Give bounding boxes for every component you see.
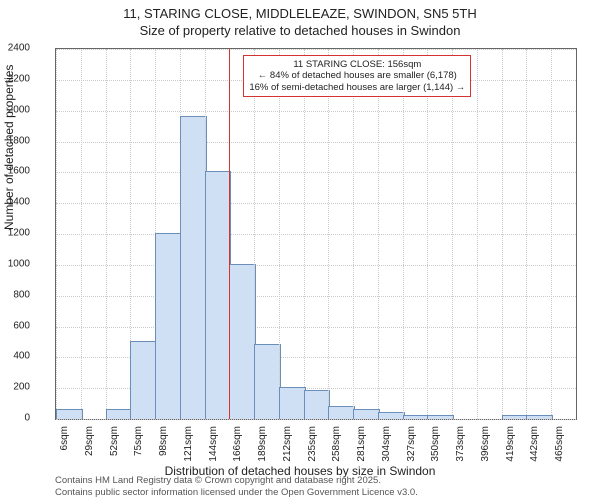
gridline-h: [56, 327, 576, 328]
histogram-bar: [180, 116, 207, 419]
xtick-label: 166sqm: [232, 426, 243, 466]
footnote-line1: Contains HM Land Registry data © Crown c…: [55, 475, 418, 486]
gridline-h: [56, 234, 576, 235]
gridline-v: [56, 49, 57, 419]
histogram-bar: [403, 415, 430, 419]
gridline-v: [502, 49, 503, 419]
gridline-h: [56, 419, 576, 420]
histogram-bar: [155, 233, 182, 419]
histogram-bar: [229, 264, 256, 419]
title-line1: 11, STARING CLOSE, MIDDLELEAZE, SWINDON,…: [0, 6, 600, 23]
xtick-label: 52sqm: [109, 426, 120, 466]
ytick-label: 2400: [0, 43, 30, 54]
xtick-label: 373sqm: [455, 426, 466, 466]
gridline-v: [106, 49, 107, 419]
gridline-v: [427, 49, 428, 419]
histogram-bar: [328, 406, 355, 419]
xtick-label: 6sqm: [59, 426, 70, 466]
histogram-bar: [254, 344, 281, 419]
xtick-label: 189sqm: [257, 426, 268, 466]
footnote: Contains HM Land Registry data © Crown c…: [55, 475, 418, 498]
histogram-bar: [205, 171, 232, 419]
gridline-h: [56, 172, 576, 173]
xtick-label: 98sqm: [158, 426, 169, 466]
xtick-label: 258sqm: [331, 426, 342, 466]
xtick-label: 396sqm: [480, 426, 491, 466]
gridline-v: [477, 49, 478, 419]
xtick-label: 121sqm: [183, 426, 194, 466]
ytick-label: 1600: [0, 166, 30, 177]
xtick-label: 465sqm: [554, 426, 565, 466]
reference-line: [229, 49, 230, 419]
chart-container: 11, STARING CLOSE, MIDDLELEAZE, SWINDON,…: [0, 0, 600, 500]
histogram-bar: [56, 409, 83, 419]
ytick-label: 600: [0, 320, 30, 331]
ytick-label: 2200: [0, 73, 30, 84]
gridline-h: [56, 296, 576, 297]
ytick-label: 200: [0, 382, 30, 393]
histogram-bar: [526, 415, 553, 419]
gridline-v: [279, 49, 280, 419]
xtick-label: 75sqm: [133, 426, 144, 466]
gridline-v: [378, 49, 379, 419]
histogram-bar: [130, 341, 157, 419]
histogram-bar: [427, 415, 454, 419]
ytick-label: 1400: [0, 197, 30, 208]
gridline-v: [328, 49, 329, 419]
ytick-label: 0: [0, 413, 30, 424]
gridline-v: [551, 49, 552, 419]
gridline-h: [56, 265, 576, 266]
histogram-bar: [502, 415, 529, 419]
xtick-label: 281sqm: [356, 426, 367, 466]
histogram-bar: [279, 387, 306, 419]
gridline-v: [452, 49, 453, 419]
xtick-label: 144sqm: [208, 426, 219, 466]
annot-line2: ← 84% of detached houses are smaller (6,…: [249, 70, 465, 81]
gridline-v: [353, 49, 354, 419]
xtick-label: 212sqm: [282, 426, 293, 466]
title-block: 11, STARING CLOSE, MIDDLELEAZE, SWINDON,…: [0, 0, 600, 40]
histogram-bar: [106, 409, 133, 419]
gridline-v: [526, 49, 527, 419]
xtick-label: 29sqm: [84, 426, 95, 466]
gridline-v: [81, 49, 82, 419]
gridline-h: [56, 111, 576, 112]
annot-line3: 16% of semi-detached houses are larger (…: [249, 82, 465, 93]
gridline-h: [56, 142, 576, 143]
plot-region: 11 STARING CLOSE: 156sqm← 84% of detache…: [55, 48, 577, 420]
histogram-bar: [378, 412, 405, 419]
xtick-label: 235sqm: [307, 426, 318, 466]
annot-line1: 11 STARING CLOSE: 156sqm: [249, 59, 465, 70]
histogram-bar: [304, 390, 331, 419]
xtick-label: 327sqm: [406, 426, 417, 466]
ytick-label: 1000: [0, 258, 30, 269]
ytick-label: 800: [0, 289, 30, 300]
title-line2: Size of property relative to detached ho…: [0, 23, 600, 40]
ytick-label: 1800: [0, 135, 30, 146]
xtick-label: 304sqm: [381, 426, 392, 466]
ytick-label: 400: [0, 351, 30, 362]
xtick-label: 350sqm: [430, 426, 441, 466]
gridline-h: [56, 49, 576, 50]
annotation-box: 11 STARING CLOSE: 156sqm← 84% of detache…: [243, 55, 471, 97]
footnote-line2: Contains public sector information licen…: [55, 487, 418, 498]
gridline-v: [403, 49, 404, 419]
xtick-label: 442sqm: [529, 426, 540, 466]
gridline-v: [304, 49, 305, 419]
gridline-h: [56, 203, 576, 204]
xtick-label: 419sqm: [505, 426, 516, 466]
ytick-label: 2000: [0, 104, 30, 115]
histogram-bar: [353, 409, 380, 419]
ytick-label: 1200: [0, 228, 30, 239]
chart-area: 11 STARING CLOSE: 156sqm← 84% of detache…: [55, 48, 575, 418]
